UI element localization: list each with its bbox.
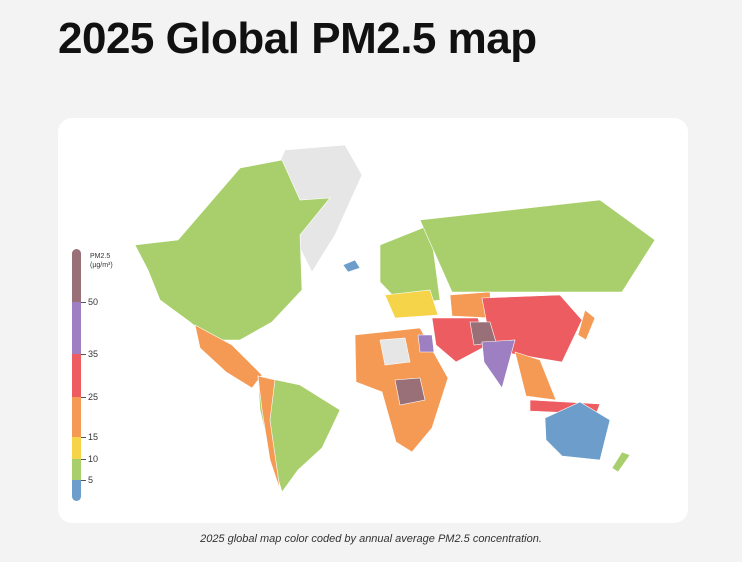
region-japan [577, 309, 596, 341]
legend-title-line2: (µg/m³) [90, 262, 113, 269]
region-north-america [134, 159, 331, 341]
legend-tick-50: 50 [81, 297, 98, 307]
legend-tick-5: 5 [81, 475, 93, 485]
region-southeast-asia [514, 351, 557, 401]
region-south-america [257, 375, 341, 493]
legend-seg-below-5 [72, 480, 81, 501]
legend-seg-15-25 [72, 397, 81, 437]
map-card: PM2.5 (µg/m³) 50 35 25 15 10 5 [58, 118, 688, 523]
region-sahel [394, 377, 426, 406]
region-india [481, 339, 516, 389]
legend-color-bar [72, 249, 81, 501]
region-southern-europe [384, 289, 439, 319]
legend-tick-35: 35 [81, 349, 98, 359]
legend-seg-10-15 [72, 437, 81, 459]
legend-seg-5-10 [72, 459, 81, 480]
legend-title: PM2.5 (µg/m³) [90, 252, 113, 270]
legend-seg-25-35 [72, 354, 81, 397]
legend-tick-25: 25 [81, 392, 98, 402]
legend-seg-above-50 [72, 249, 81, 302]
legend-tick-10: 10 [81, 454, 98, 464]
region-egypt [417, 334, 435, 353]
region-iceland [342, 259, 361, 273]
region-sahara [379, 337, 411, 366]
world-map [134, 144, 656, 493]
region-central-america [194, 324, 263, 389]
region-australia [544, 401, 611, 461]
region-andes [257, 375, 281, 491]
legend-title-line1: PM2.5 [90, 253, 111, 260]
region-new-zealand [611, 451, 631, 473]
region-russia [419, 199, 656, 293]
legend-tick-15: 15 [81, 432, 98, 442]
legend-seg-35-50 [72, 302, 81, 354]
page-title: 2025 Global PM2.5 map [58, 14, 537, 63]
color-legend: PM2.5 (µg/m³) 50 35 25 15 10 5 [72, 249, 152, 501]
map-caption: 2025 global map color coded by annual av… [200, 533, 542, 545]
